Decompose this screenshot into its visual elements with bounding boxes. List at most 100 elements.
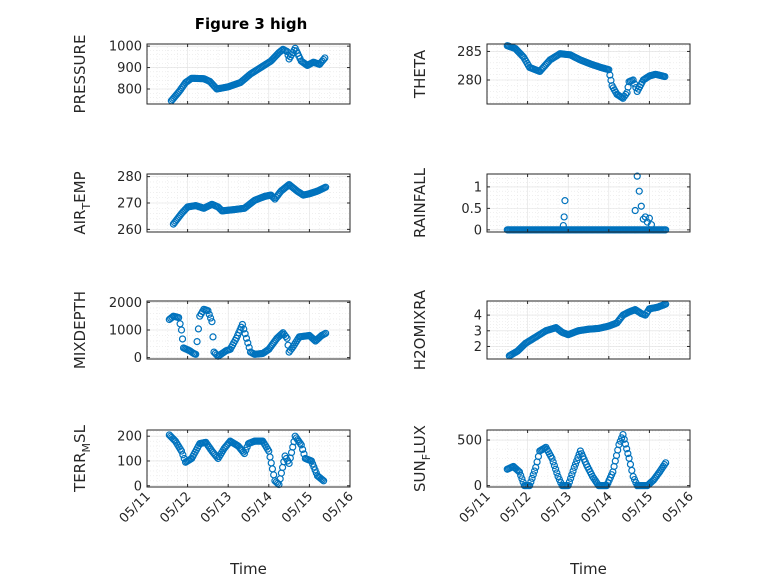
data-point: [319, 55, 328, 64]
data-point: [529, 471, 537, 479]
data-point: [318, 476, 326, 484]
y-tick-label: 280: [117, 170, 142, 185]
data-point: [296, 439, 304, 447]
data-point: [564, 482, 572, 490]
y-tick-label: 200: [117, 430, 142, 445]
data-point: [570, 463, 578, 471]
y-tick-label: 0: [474, 223, 482, 238]
data-point: [567, 474, 575, 482]
panel-pressure: 800 900 1000 PRESSURE: [71, 35, 351, 113]
y-tick-label: 0: [474, 479, 482, 494]
panel-theta: 280 285 THETA: [411, 42, 691, 105]
x-tick-label: 05/11: [117, 489, 154, 526]
data-point: [194, 325, 203, 333]
data-point: [177, 326, 186, 334]
y-tick-label: 4: [474, 309, 482, 324]
data-point: [624, 449, 632, 458]
y-tick-label: 0.5: [461, 202, 482, 217]
panel-rainfall: 0 0.5 1 RAINFALL: [411, 167, 691, 238]
x-tick-label: 05/14: [239, 489, 276, 526]
data-point: [549, 458, 557, 466]
data-point: [548, 454, 556, 462]
figure-title: Figure 3 high: [195, 15, 308, 33]
y-tick-label: 280: [457, 74, 482, 89]
data-point: [662, 226, 670, 234]
y-tick-label: 2000: [109, 296, 142, 311]
data-point: [552, 465, 560, 473]
data-point: [193, 338, 201, 346]
data-point: [209, 333, 217, 341]
series-markers: [167, 44, 329, 105]
data-point: [565, 478, 574, 486]
data-point: [530, 467, 539, 475]
data-point: [204, 307, 212, 315]
y-tick-label: 100: [117, 454, 142, 469]
y-axis-label: MIXDEPTH: [71, 291, 89, 369]
data-point: [621, 440, 630, 448]
axes-box: [486, 173, 691, 233]
data-point: [192, 350, 200, 358]
y-tick-label: 1000: [109, 324, 142, 339]
data-point: [553, 469, 561, 477]
panel-mixdepth: 0 1000 2000 MIXDEPTH: [71, 291, 351, 369]
data-point: [620, 435, 628, 443]
data-point: [635, 187, 643, 195]
y-tick-label: 0: [134, 351, 142, 366]
data-point: [631, 206, 639, 215]
x-tick-label: 05/16: [320, 489, 357, 526]
data-point: [269, 194, 278, 202]
series-markers: [165, 305, 330, 360]
data-point: [569, 467, 577, 475]
y-axis-label: TERRMSL: [71, 424, 93, 493]
data-point: [561, 197, 569, 205]
x-tick-label: 05/11: [457, 489, 494, 526]
y-tick-label: 0: [134, 479, 142, 494]
series-markers: [503, 42, 669, 102]
y-axis-label: SUNFLUX: [411, 425, 433, 492]
data-point: [179, 451, 187, 459]
y-tick-label: 260: [117, 223, 142, 238]
data-point: [178, 335, 187, 343]
data-point: [240, 325, 248, 333]
data-point: [242, 446, 250, 454]
data-point: [320, 477, 328, 485]
y-tick-label: 1: [474, 180, 482, 195]
series-markers: [503, 430, 670, 490]
data-point: [637, 202, 645, 210]
x-tick-label: 05/16: [660, 489, 697, 526]
data-point: [238, 320, 247, 329]
data-point: [242, 334, 251, 342]
data-point: [527, 478, 535, 486]
data-point: [241, 330, 249, 338]
x-axis-label: Time: [229, 560, 267, 578]
axes-box: [146, 43, 351, 105]
y-axis-label: AIRTEMP: [71, 171, 93, 234]
data-point: [515, 468, 524, 476]
data-point: [244, 339, 252, 347]
data-point: [208, 318, 216, 326]
data-point: [299, 445, 307, 454]
axes-box: [486, 43, 691, 105]
axes-box: [486, 429, 691, 488]
data-point: [517, 471, 525, 479]
data-point: [283, 334, 291, 342]
data-point: [647, 221, 656, 229]
data-point: [205, 310, 213, 318]
x-tick-label: 05/15: [619, 489, 656, 526]
y-axis-label: RAINFALL: [411, 167, 429, 238]
x-tick-label: 05/12: [157, 489, 194, 526]
data-point: [645, 214, 654, 222]
series-markers: [503, 172, 670, 234]
x-axis-label: Time: [569, 560, 607, 578]
y-tick-label: 900: [117, 61, 142, 76]
x-tick-label: 05/12: [497, 489, 534, 526]
data-point: [528, 474, 536, 482]
data-point: [177, 447, 186, 455]
data-point: [568, 471, 576, 479]
axes-box: [486, 300, 691, 360]
data-point: [550, 461, 559, 470]
data-point: [526, 482, 534, 490]
x-tick-label: 05/13: [198, 489, 235, 526]
axes-box: [146, 429, 351, 488]
